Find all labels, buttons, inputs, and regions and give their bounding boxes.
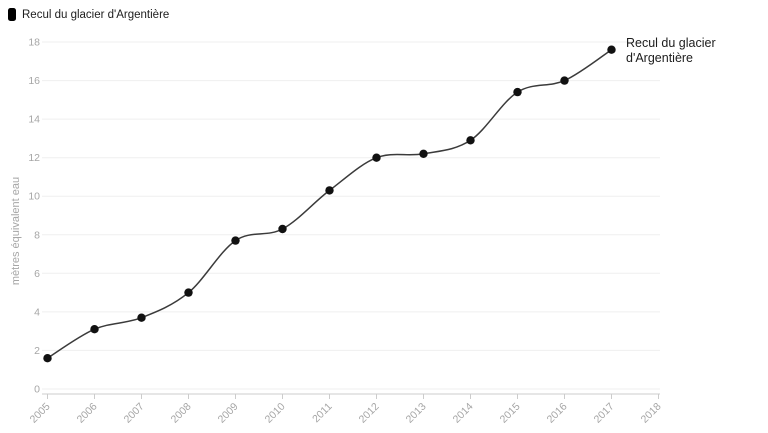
- svg-text:2009: 2009: [216, 401, 241, 426]
- svg-text:6: 6: [34, 268, 40, 280]
- svg-text:2006: 2006: [75, 401, 100, 426]
- svg-text:2005: 2005: [28, 401, 53, 426]
- svg-text:2007: 2007: [122, 401, 147, 426]
- svg-text:14: 14: [28, 114, 40, 126]
- legend-label: Recul du glacier d'Argentière: [22, 8, 170, 21]
- svg-text:2: 2: [34, 345, 40, 357]
- svg-text:2014: 2014: [451, 401, 476, 426]
- series-annotation: Recul du glacier d'Argentière: [626, 36, 716, 66]
- svg-text:2016: 2016: [545, 401, 570, 426]
- svg-text:10: 10: [28, 191, 40, 203]
- svg-text:2008: 2008: [169, 401, 194, 426]
- svg-text:2018: 2018: [639, 401, 664, 426]
- legend-swatch-icon: [8, 8, 16, 21]
- legend: Recul du glacier d'Argentière: [8, 8, 169, 21]
- svg-text:2013: 2013: [404, 401, 429, 426]
- svg-text:2010: 2010: [263, 401, 288, 426]
- svg-text:2015: 2015: [498, 401, 523, 426]
- svg-text:2017: 2017: [592, 401, 617, 426]
- svg-text:2011: 2011: [310, 401, 335, 426]
- annotation-line-2: d'Argentière: [626, 51, 694, 65]
- svg-text:8: 8: [34, 229, 40, 241]
- annotation-line-1: Recul du glacier: [626, 36, 716, 50]
- svg-text:16: 16: [28, 75, 40, 87]
- svg-text:18: 18: [28, 37, 40, 49]
- svg-text:12: 12: [28, 152, 40, 164]
- svg-text:0: 0: [34, 384, 40, 396]
- svg-text:4: 4: [34, 306, 40, 318]
- svg-text:2012: 2012: [357, 401, 382, 426]
